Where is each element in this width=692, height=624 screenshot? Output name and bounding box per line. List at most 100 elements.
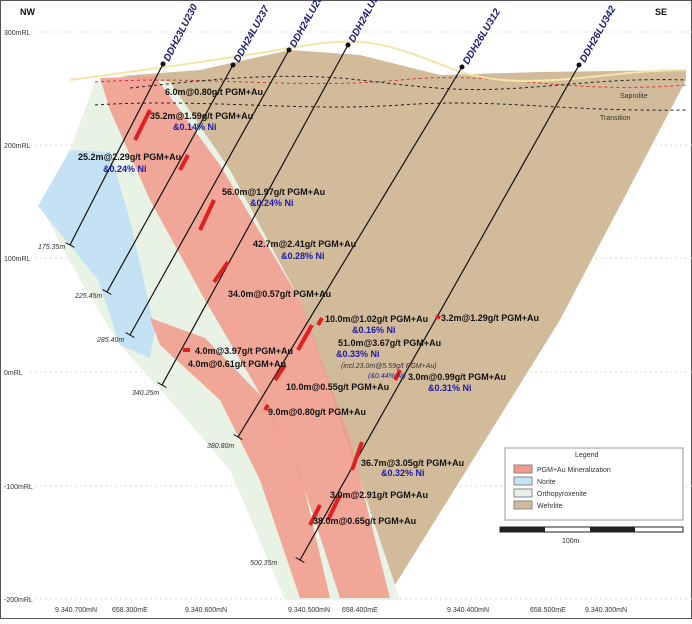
legend-swatch xyxy=(513,476,533,486)
intercept-ni: &0.24% Ni xyxy=(103,164,147,174)
intercept-ni: &0.14% Ni xyxy=(173,122,217,132)
grid-label: 658.300mE xyxy=(112,607,148,614)
intercept-grade: 4.0m@3.97g/t PGM+Au xyxy=(195,346,293,356)
intercept-grade: 25.2m@2.29g/t PGM+Au xyxy=(78,152,181,162)
grid-label: 658.500mE xyxy=(530,607,566,614)
intercept-grade: 9.0m@0.80g/t PGM+Au xyxy=(268,407,366,417)
elevation-label: 100mRL xyxy=(4,256,31,263)
legend-swatch xyxy=(513,488,533,498)
drill-hole xyxy=(69,63,164,246)
drill-hole xyxy=(129,49,290,336)
legend-label: PGM+Au Mineralization xyxy=(537,467,611,474)
intercept xyxy=(198,199,216,231)
intercept-grade: 6.0m@0.80g/t PGM+Au xyxy=(165,87,263,97)
intercept-grade: 38.0m@0.65g/t PGM+Au xyxy=(313,516,416,526)
se-label: SE xyxy=(655,7,667,17)
grid-label: 9.340.400mN xyxy=(447,607,489,614)
hole-depth: 285.40m xyxy=(96,337,124,344)
intercept-ni: &0.31% Ni xyxy=(428,383,472,393)
hole-depth: 340.25m xyxy=(132,390,159,397)
elevation-label: -200mRL xyxy=(4,597,33,604)
hole-end xyxy=(233,433,243,441)
hole-depth: 500.35m xyxy=(250,560,277,567)
intercept-ni: &0.32% Ni xyxy=(381,468,425,478)
elevation-label: -100mRL xyxy=(4,484,33,491)
intercept-ni: &0.33% Ni xyxy=(336,349,380,359)
intercept-grade: 3.2m@1.29g/t PGM+Au xyxy=(441,313,539,323)
surface-label: Saprolite xyxy=(620,93,648,100)
hole-depth: 175.35m xyxy=(38,244,65,251)
legend-label: Orthopyroxenite xyxy=(537,491,587,498)
drill-hole xyxy=(237,66,463,438)
scale-label: 100m xyxy=(562,538,580,545)
drill-hole xyxy=(161,44,349,386)
hole-end xyxy=(65,242,75,248)
hole-end xyxy=(125,332,135,338)
legend-swatch xyxy=(513,464,533,474)
grid-label: 9.340.500mN xyxy=(288,607,330,614)
intercept-grade: 3.0m@0.99g/t PGM+Au xyxy=(408,372,506,382)
legend-label: Wehrlite xyxy=(537,503,563,510)
intercept xyxy=(316,317,324,326)
mineralization-lower xyxy=(150,318,330,598)
drill-hole xyxy=(299,64,580,561)
legend-label: Norite xyxy=(537,479,556,486)
hole-end xyxy=(102,289,112,295)
intercept xyxy=(326,494,342,521)
intercept xyxy=(393,369,402,381)
surface-label: Transition xyxy=(600,115,631,122)
nw-label: NW xyxy=(20,7,35,17)
intercept-incl: (incl.23.0m@5.59g/t PGM+Au) xyxy=(341,363,437,370)
intercept-grade: 10.0m@1.02g/t PGM+Au xyxy=(325,314,428,324)
intercept-grade: 4.0m@0.61g/t PGM+Au xyxy=(188,359,286,369)
hole-end xyxy=(295,557,305,563)
grid-label: 9.340.300mN xyxy=(585,607,627,614)
intercept-grade: 36.7m@3.05g/t PGM+Au xyxy=(361,458,464,468)
collar xyxy=(345,42,351,48)
intercept xyxy=(273,363,287,382)
elevation-label: 200mRL xyxy=(4,143,31,150)
saprolite-base xyxy=(129,75,687,91)
collar xyxy=(160,61,166,67)
collar xyxy=(576,62,582,68)
red-contact xyxy=(94,77,687,88)
legend: Legend xyxy=(504,447,684,521)
intercept xyxy=(350,441,364,471)
intercept-incl-ni: (&0.44% Ni) xyxy=(368,373,406,380)
collar xyxy=(230,62,236,68)
intercept xyxy=(435,314,441,320)
hole-depth: 380.80m xyxy=(207,443,234,450)
intercept-grade: 3.0m@2.91g/t PGM+Au xyxy=(330,490,428,500)
grid-label: 9.340.600mN xyxy=(185,607,227,614)
intercept xyxy=(308,504,322,526)
grid-label: 9.340.700mN xyxy=(55,607,97,614)
collar xyxy=(286,47,292,53)
intercept-ni: &0.24% Ni xyxy=(250,198,294,208)
elevation-label: 300mRL xyxy=(4,30,31,37)
drill-hole xyxy=(106,64,234,293)
legend-title: Legend xyxy=(575,452,598,459)
transition-base xyxy=(94,102,687,111)
intercept-grade: 34.0m@0.57g/t PGM+Au xyxy=(228,289,331,299)
elevation-label: 0mRL xyxy=(4,370,23,377)
intercept-grade: 35.2m@1.59g/t PGM+Au xyxy=(150,111,253,121)
intercept xyxy=(178,154,190,171)
wehrlite xyxy=(120,50,686,585)
intercept xyxy=(296,324,314,351)
intercept-grade: 56.0m@1.97g/t PGM+Au xyxy=(222,187,325,197)
hole-end xyxy=(157,382,167,388)
intercept-ni: &0.16% Ni xyxy=(352,325,396,335)
intercept-ni: &0.28% Ni xyxy=(281,251,325,261)
intercept xyxy=(212,260,230,284)
scale-bar: 100m xyxy=(499,526,684,545)
mineralization xyxy=(100,76,390,598)
norite xyxy=(38,150,155,358)
intercept xyxy=(133,109,152,141)
intercept-grade: 51.0m@3.67g/t PGM+Au xyxy=(338,338,441,348)
collar xyxy=(459,64,465,70)
intercept xyxy=(263,403,270,412)
intercept-grade: 42.7m@2.41g/t PGM+Au xyxy=(253,239,356,249)
intercept-grade: 10.0m@0.55g/t PGM+Au xyxy=(286,382,389,392)
legend-swatch xyxy=(513,500,533,510)
